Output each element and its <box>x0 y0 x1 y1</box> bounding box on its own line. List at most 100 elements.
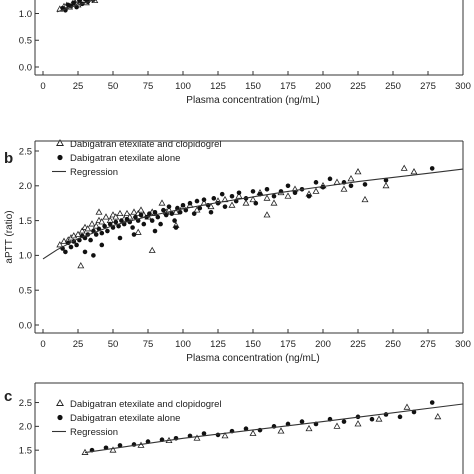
data-point-alone <box>211 196 217 201</box>
x-tick-label: 25 <box>73 339 84 350</box>
data-point-alone <box>236 190 242 196</box>
data-point-clopidogrel <box>333 178 341 185</box>
data-point-alone <box>161 207 166 213</box>
y-tick-label: 2.0 <box>19 422 32 433</box>
data-point-alone <box>327 176 333 182</box>
data-point-alone <box>299 419 305 424</box>
x-axis-title: Plasma concentration (ng/mL) <box>186 95 319 106</box>
data-point-alone <box>229 193 235 199</box>
data-point-alone <box>219 191 225 197</box>
data-point-clopidogrel <box>400 164 408 171</box>
x-tick-label: 75 <box>143 81 154 92</box>
data-point-clopidogrel <box>88 220 96 227</box>
data-point-alone <box>348 183 354 189</box>
data-point-alone <box>169 211 175 216</box>
regression-line <box>42 168 463 260</box>
x-tick-label: 100 <box>175 339 191 350</box>
data-point-clopidogrel <box>134 228 142 235</box>
x-tick-label: 125 <box>210 81 226 92</box>
data-point-alone <box>341 419 347 424</box>
data-point-clopidogrel <box>434 413 442 420</box>
x-tick-label: 225 <box>350 81 366 92</box>
data-point-alone <box>271 193 277 199</box>
plot-area <box>56 0 99 13</box>
data-point-clopidogrel <box>98 218 106 225</box>
data-point-alone <box>152 228 158 234</box>
x-tick-label: 300 <box>455 339 471 350</box>
data-point-alone <box>119 218 124 223</box>
data-point-clopidogrel <box>95 208 103 215</box>
x-tick-label: 150 <box>245 339 261 350</box>
data-point-alone <box>113 219 119 225</box>
data-point-clopidogrel <box>354 420 362 427</box>
data-point-clopidogrel <box>284 192 292 199</box>
y-tick-label: 0.0 <box>19 320 32 331</box>
data-point-alone <box>313 180 319 185</box>
data-point-alone <box>77 0 82 3</box>
data-point-alone <box>397 414 403 420</box>
data-point-clopidogrel <box>148 246 156 253</box>
data-point-clopidogrel <box>123 209 131 217</box>
x-tick-label: 125 <box>210 339 226 350</box>
data-point-clopidogrel <box>77 262 85 269</box>
legend-marker-triangle <box>56 139 64 146</box>
data-point-alone <box>68 244 74 250</box>
data-point-alone <box>117 443 123 448</box>
y-tick-label: 0.5 <box>19 286 32 297</box>
y-tick-label: 0.5 <box>19 36 32 47</box>
legend-label: Dabigatran etexilate and clopidogrel <box>70 399 222 410</box>
panel-b-chart: 0 25 50 75 100 125 150 175 200 225 250 275 300 0.0 0.5… <box>4 139 471 364</box>
data-point-alone <box>124 216 130 222</box>
data-point-alone <box>253 200 259 206</box>
data-point-clopidogrel <box>277 427 285 434</box>
data-point-alone <box>201 197 207 203</box>
data-point-alone <box>91 253 96 258</box>
x-tick-label: 0 <box>40 339 45 350</box>
regression-line <box>56 0 96 13</box>
data-point-alone <box>166 204 172 209</box>
data-point-alone <box>197 205 203 211</box>
data-point-alone <box>194 198 200 204</box>
data-point-alone <box>177 209 183 215</box>
data-point-clopidogrel <box>84 225 92 232</box>
data-point-clopidogrel <box>347 175 355 182</box>
data-point-alone <box>117 235 123 241</box>
data-point-alone <box>93 232 99 237</box>
y-tick-label: 1.0 <box>19 9 32 20</box>
data-point-alone <box>285 183 291 189</box>
data-point-alone <box>133 214 138 220</box>
data-point-clopidogrel <box>221 432 229 439</box>
x-tick-label: 225 <box>350 339 366 350</box>
data-point-clopidogrel <box>102 213 110 220</box>
panel-letter-b: b <box>4 150 13 167</box>
data-point-alone <box>429 166 435 171</box>
data-point-clopidogrel <box>172 208 180 215</box>
data-point-clopidogrel <box>112 213 120 220</box>
x-tick-label: 175 <box>280 81 296 92</box>
legend-label: Regression <box>70 167 118 178</box>
x-tick-label: 300 <box>455 81 471 92</box>
data-point-clopidogrel <box>158 199 166 206</box>
data-point-alone <box>306 193 312 199</box>
x-tick-label: 150 <box>245 81 261 92</box>
data-point-alone <box>411 409 417 415</box>
data-point-alone <box>191 211 197 216</box>
data-point-clopidogrel <box>235 192 243 199</box>
data-point-clopidogrel <box>109 446 117 453</box>
x-tick-label: 200 <box>315 339 331 350</box>
x-tick-label: 275 <box>420 81 436 92</box>
data-point-alone <box>102 223 107 229</box>
data-point-clopidogrel <box>263 211 271 218</box>
plot-area <box>42 164 463 269</box>
data-point-alone <box>71 0 77 6</box>
data-point-alone <box>107 221 113 227</box>
data-point-alone <box>149 218 155 223</box>
y-tick-label: 1.5 <box>19 445 32 456</box>
data-point-clopidogrel <box>333 422 341 429</box>
data-point-clopidogrel <box>312 187 320 194</box>
data-point-alone <box>264 186 270 192</box>
data-point-alone <box>243 426 249 432</box>
data-point-clopidogrel <box>270 199 278 206</box>
y-tick-label: 2.5 <box>19 146 32 157</box>
data-point-clopidogrel <box>109 211 117 218</box>
